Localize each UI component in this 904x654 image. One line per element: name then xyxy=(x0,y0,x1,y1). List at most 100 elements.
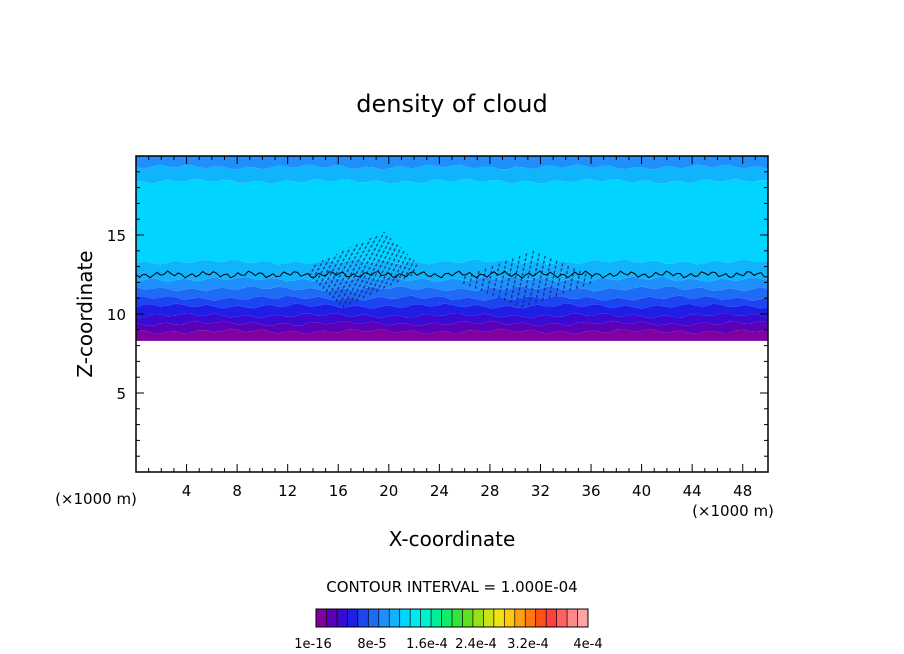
x-tick-label: 40 xyxy=(632,482,651,500)
wave-streak xyxy=(541,257,552,301)
wave-streak xyxy=(582,271,587,287)
wave-streak xyxy=(589,274,593,285)
wave-streak xyxy=(342,231,386,309)
contour-interval-label: CONTOUR INTERVAL = 1.000E-04 xyxy=(326,578,577,596)
y-tick-label: 10 xyxy=(107,306,126,324)
colorbar-swatch xyxy=(483,609,495,627)
wave-streak xyxy=(575,269,581,289)
field-band xyxy=(136,320,768,334)
colorbar-tick-label: 2.4e-4 xyxy=(455,637,497,652)
wave-streak xyxy=(474,269,480,289)
plot-area xyxy=(135,155,769,473)
wave-streak xyxy=(312,259,324,280)
colorbar-tick-label: 3.2e-4 xyxy=(507,637,549,652)
wave-streak xyxy=(335,237,372,302)
chart-title: density of cloud xyxy=(356,90,547,118)
colorbar-swatch xyxy=(326,609,338,627)
colorbar-swatch xyxy=(347,609,359,627)
colorbar-swatch xyxy=(452,609,463,627)
wave-streak xyxy=(555,262,564,296)
colorbar-swatch xyxy=(514,609,526,627)
colorbar-swatch xyxy=(504,609,516,627)
x-tick-label: 48 xyxy=(733,482,752,500)
wave-streak xyxy=(338,234,379,305)
field-band xyxy=(136,295,768,309)
colorbar-swatch xyxy=(399,609,411,627)
x-tick-label: 4 xyxy=(182,482,192,500)
wave-streak xyxy=(362,240,395,299)
x-tick-label: 32 xyxy=(531,482,550,500)
x-tick-label: 44 xyxy=(683,482,702,500)
colorbar-tick-label: 8e-5 xyxy=(357,637,386,652)
colorbar-tick-label: 1.6e-4 xyxy=(406,637,448,652)
colorbar-swatch xyxy=(472,609,484,627)
colorbar-swatch xyxy=(525,609,536,627)
wave-streak xyxy=(515,253,528,306)
colorbar-swatch xyxy=(336,609,348,627)
wave-pattern xyxy=(308,231,593,309)
wave-streak xyxy=(463,274,467,285)
colorbar-swatch xyxy=(577,609,589,627)
field-band xyxy=(136,303,768,319)
field-band xyxy=(136,276,768,292)
wave-streak xyxy=(492,262,501,296)
x-tick-label: 20 xyxy=(379,482,398,500)
colorbar-swatch xyxy=(431,609,442,627)
contour-line xyxy=(135,270,769,279)
wave-streak xyxy=(403,259,415,280)
x-tick-label: 24 xyxy=(430,482,449,500)
colorbar-swatch xyxy=(546,609,557,627)
wave-streak xyxy=(322,250,345,290)
colorbar-swatch xyxy=(357,609,369,627)
cloud-density-field xyxy=(136,156,768,341)
wave-streak xyxy=(375,247,402,293)
wave-streak xyxy=(503,257,514,301)
x-unit-left: (×1000 m) xyxy=(55,490,137,508)
x-tick-label: 12 xyxy=(278,482,297,500)
wave-streak xyxy=(318,253,338,286)
x-tick-label: 28 xyxy=(480,482,499,500)
wave-streak xyxy=(382,250,405,290)
wave-streak xyxy=(509,255,521,304)
y-tick-label: 5 xyxy=(116,385,126,403)
field-band xyxy=(136,164,768,184)
y-axis-label: Z-coordinate xyxy=(73,250,97,377)
wave-streak xyxy=(389,253,409,286)
wave-streak xyxy=(548,260,558,299)
colorbar-labels: 1e-16 8e-5 1.6e-4 2.4e-4 3.2e-4 4e-4 xyxy=(294,637,602,652)
x-tick-label: 16 xyxy=(329,482,348,500)
colorbar-swatch xyxy=(420,609,432,627)
wave-streak xyxy=(480,267,487,292)
x-unit-right: (×1000 m) xyxy=(692,502,774,520)
x-axis-label: X-coordinate xyxy=(389,527,516,551)
y-tick-label: 15 xyxy=(107,227,126,245)
colorbar-swatch xyxy=(493,609,505,627)
colorbar-swatch xyxy=(389,609,400,627)
colorbar-swatch xyxy=(535,609,547,627)
colorbar-frame xyxy=(315,608,589,628)
colorbar-swatch xyxy=(567,609,578,627)
wave-streak xyxy=(325,247,352,293)
wave-streak xyxy=(498,260,508,299)
colorbar-tick-label: 1e-16 xyxy=(294,637,332,652)
colorbar-tick-label: 4e-4 xyxy=(573,637,602,652)
colorbar-swatch xyxy=(556,609,568,627)
wave-streak xyxy=(528,253,541,306)
wave-streak xyxy=(535,255,546,304)
field-band xyxy=(136,328,768,341)
wave-streak xyxy=(409,263,419,277)
field-band xyxy=(136,286,768,301)
wave-streak xyxy=(355,237,392,302)
colorbar-swatch xyxy=(410,609,421,627)
field-band xyxy=(136,156,768,170)
y-axis-ticks: 5 10 15 xyxy=(107,171,768,457)
x-axis-ticks: 4 8 12 16 20 24 28 32 36 40 44 48 xyxy=(148,156,756,500)
x-tick-label: 36 xyxy=(581,482,600,500)
colorbar-swatch xyxy=(441,609,453,627)
colorbar xyxy=(315,608,589,628)
field-band xyxy=(136,259,768,282)
wave-streak xyxy=(308,263,318,277)
wave-streak xyxy=(569,267,576,292)
colorbar-swatch xyxy=(316,609,327,627)
